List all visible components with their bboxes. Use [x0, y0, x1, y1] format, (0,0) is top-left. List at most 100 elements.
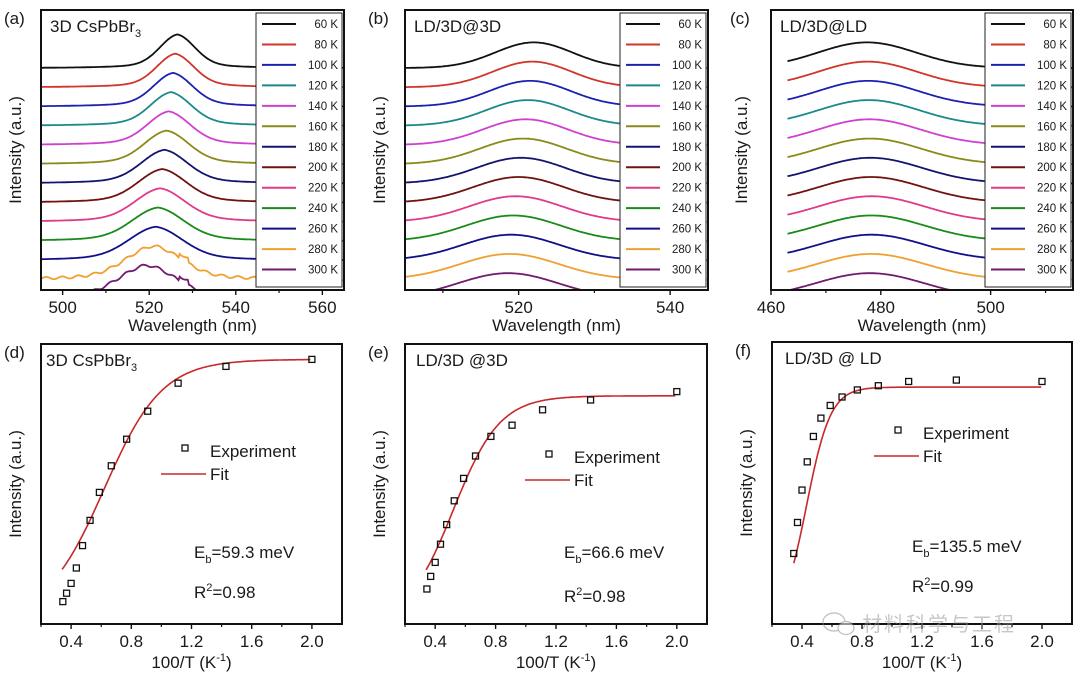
eb-subscript: b: [575, 554, 581, 566]
plot-frame: [404, 9, 709, 291]
x-tick-label: 1.6: [240, 632, 264, 651]
eb-subscript: b: [205, 554, 211, 566]
experiment-point: [62, 589, 71, 597]
legend: 60 K 80 K 100 K 120 K 140 K 160 K 180 K 200 K 22…: [255, 12, 343, 288]
experiment-point: [1038, 377, 1046, 386]
x-axis-label: Wavelength (nm): [128, 316, 257, 335]
panel-title: LD/3D@LD: [780, 17, 867, 36]
legend-label-experiment: Experiment: [923, 424, 1009, 443]
panel-title: LD/3D @3D: [416, 351, 508, 370]
experiment-point: [436, 540, 445, 548]
panel-label: (d): [4, 343, 25, 362]
legend-label-experiment: Experiment: [574, 448, 660, 467]
experiment-point: [905, 377, 913, 386]
eb-subscript: b: [923, 548, 929, 560]
legend-label: 300 K: [672, 265, 702, 277]
experiment-point: [874, 382, 882, 390]
x-axis-label: Wavelength (nm): [858, 316, 987, 335]
legend-label: 80 K: [678, 39, 702, 51]
plot-frame: [771, 341, 1073, 625]
legend-label-fit: Fit: [923, 447, 942, 466]
r2-symbol: R: [194, 583, 206, 602]
x-tick-label: 500: [976, 298, 1004, 317]
eb-symbol: E: [194, 543, 205, 562]
panel-title: 3D CsPbBr3: [46, 351, 137, 374]
legend: Experiment Fit: [874, 424, 1009, 466]
experiment-point: [67, 579, 75, 588]
legend: Experiment Fit: [161, 442, 296, 484]
experiment-point: [826, 401, 834, 410]
legend-label: 140 K: [1037, 101, 1067, 113]
fit-line: [793, 386, 1042, 564]
x-tick-label: 0.4: [790, 632, 814, 651]
x-tick-label: 0.4: [59, 632, 83, 651]
x-tick-label: 540: [656, 298, 684, 317]
legend-label: 160 K: [1037, 121, 1067, 133]
experiment-point: [308, 355, 316, 364]
plot-area: [59, 355, 316, 606]
legend-marker-experiment: [181, 444, 189, 452]
experiment-point: [838, 393, 846, 401]
eb-symbol: E: [564, 543, 575, 562]
x-tick-label: 2.0: [1030, 632, 1054, 651]
x-axis-label: 100/T (K-1): [516, 652, 596, 672]
fit-line: [61, 358, 311, 570]
x-tick-label: 1.2: [180, 632, 204, 651]
binding-energy-annotation: Eb=66.6 meV: [564, 543, 665, 566]
r-squared-annotation: R2=0.99: [912, 576, 973, 596]
legend-label: 200 K: [308, 162, 338, 174]
legend: 60 K 80 K 100 K 120 K 140 K 160 K 180 K 200 K 22…: [984, 12, 1072, 288]
panel-a: (a) Intensity (a.u.) 60 K 80 K 100 K 120 K 140…: [4, 9, 345, 335]
experiment-point: [538, 406, 547, 414]
plot-frame: [404, 343, 708, 625]
title-main: LD/3D @ LD: [785, 349, 882, 368]
legend-label: 100 K: [672, 60, 702, 72]
experiment-point: [95, 488, 104, 497]
experiment-point: [459, 474, 468, 483]
legend-label: 180 K: [1037, 142, 1067, 154]
legend-label: 260 K: [672, 224, 702, 236]
r2-symbol: R: [564, 587, 576, 606]
experiment-point: [443, 520, 451, 529]
legend-label: 200 K: [1037, 162, 1067, 174]
x-tick-label: 520: [504, 298, 532, 317]
binding-energy-annotation: Eb=135.5 meV: [912, 537, 1022, 560]
x-tick-label: 480: [867, 298, 895, 317]
r2-superscript: 2: [206, 582, 212, 594]
experiment-point: [798, 486, 806, 494]
y-axis-label: Intensity (a.u.): [732, 96, 751, 204]
x-tick-label: 0.8: [119, 632, 143, 651]
x-tick-label: 1.6: [605, 632, 629, 651]
legend-label: 220 K: [1037, 183, 1067, 195]
legend-label: 160 K: [308, 121, 338, 133]
legend-label: 220 K: [308, 183, 338, 195]
legend-label: 100 K: [308, 60, 338, 72]
x-tick-label: 1.2: [910, 632, 934, 651]
legend-label: 240 K: [308, 203, 338, 215]
spectrum-line: [430, 272, 586, 290]
legend-label: 260 K: [308, 224, 338, 236]
legend-label: 60 K: [1043, 19, 1067, 31]
legend-label-fit: Fit: [210, 465, 229, 484]
x-axis-label: Wavelength (nm): [492, 316, 621, 335]
title-main: 3D CsPbBr: [50, 17, 135, 36]
legend-label: 80 K: [314, 39, 338, 51]
x-tick-label: 0.8: [850, 632, 874, 651]
x-tick-label: 0.4: [423, 632, 447, 651]
legend-label: 200 K: [672, 162, 702, 174]
r-squared-annotation: R2=0.98: [194, 582, 255, 602]
experiment-point: [144, 407, 152, 415]
x-axis-label: 100/T (K-1): [882, 652, 962, 672]
eb-value: =135.5 meV: [929, 537, 1022, 556]
eb-value: =59.3 meV: [211, 543, 294, 562]
x-label-superscript: -1: [947, 652, 957, 664]
x-label-end: ): [957, 653, 963, 672]
y-axis-label: Intensity (a.u.): [6, 96, 25, 204]
experiment-point: [72, 564, 81, 572]
legend-label: 300 K: [1037, 265, 1067, 277]
r2-value: =0.99: [930, 577, 973, 596]
title-main: LD/3D@3D: [414, 17, 501, 36]
x-axis-label: 100/T (K-1): [151, 652, 231, 672]
experiment-point: [817, 414, 825, 422]
